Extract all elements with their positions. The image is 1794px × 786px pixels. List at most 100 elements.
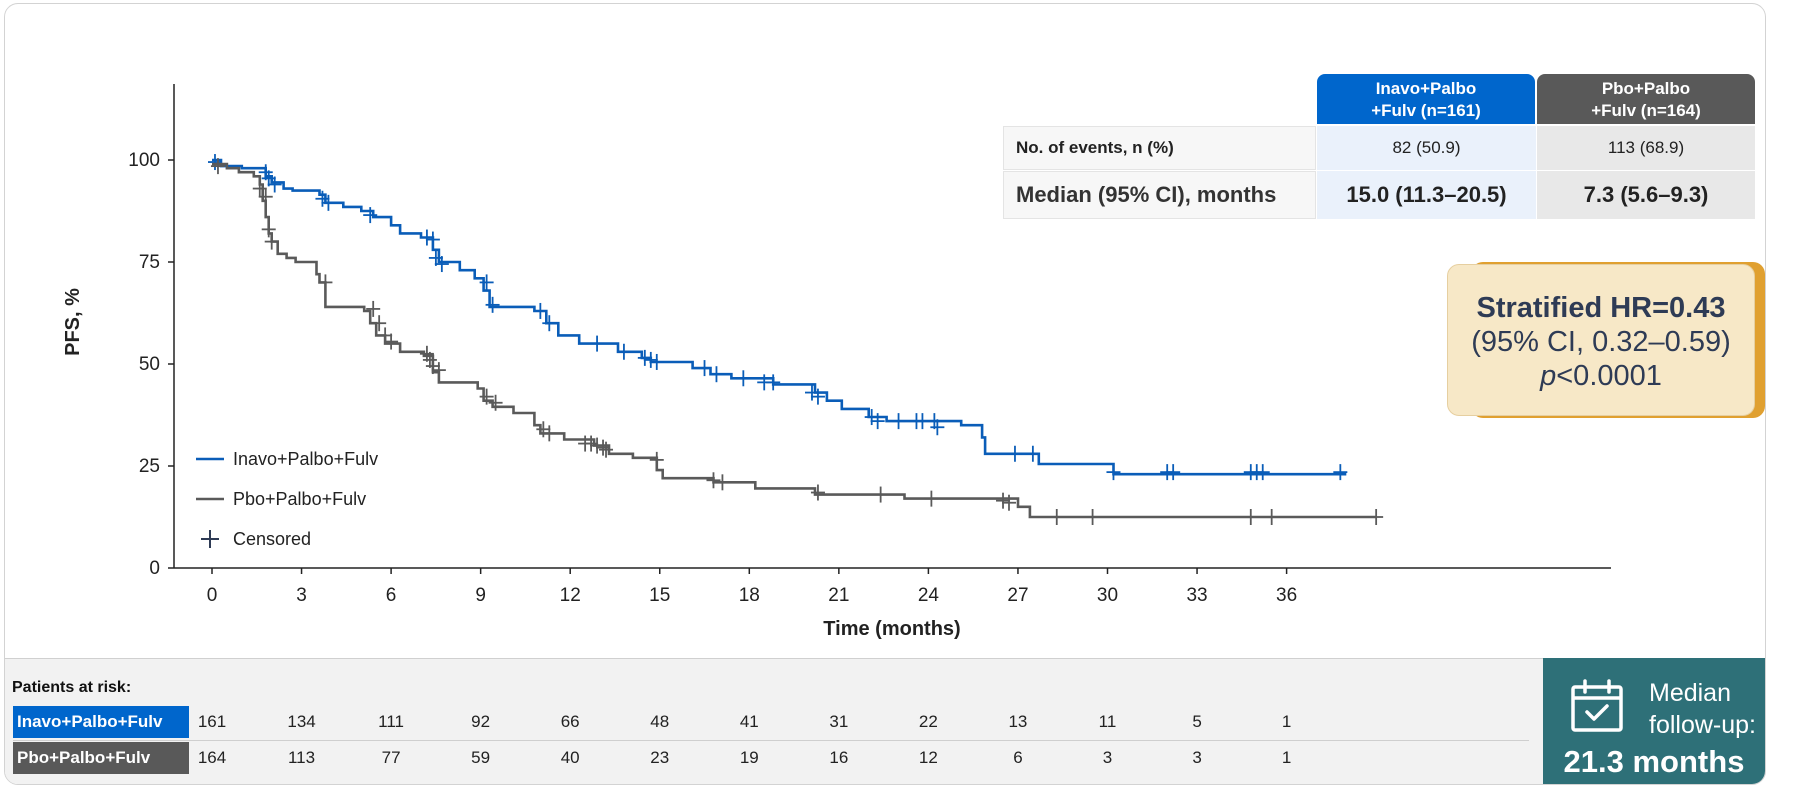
x-tick-label: 18 [739,585,760,606]
censor-mark-inavo [479,274,494,291]
p-symbol: p [1540,360,1557,392]
at-risk-title: Patients at risk: [12,679,132,696]
censor-mark-pbo [649,451,664,468]
censor-mark-inavo [363,207,378,224]
censor-mark-pbo [1049,509,1064,525]
at-risk-value: 77 [381,748,401,767]
censor-mark-inavo [315,190,330,207]
censor-mark-pbo [996,492,1011,509]
hr-pvalue: p<0.0001 [1448,359,1754,393]
x-tick-label: 36 [1276,585,1297,606]
at-risk-value: 48 [650,712,670,731]
median-label: Median (95% CI), months [1003,171,1316,219]
censor-mark-inavo [321,194,336,211]
at-risk-value: 23 [650,748,670,767]
censor-mark-inavo [1106,464,1121,481]
censor-mark-pbo [431,362,446,379]
at-risk-value: 6 [1013,748,1023,767]
censor-mark-pbo [1243,509,1258,525]
censor-mark-inavo [709,366,724,383]
censor-mark-inavo [810,388,825,405]
censor-mark-inavo [1255,464,1270,481]
censor-mark-inavo [804,384,819,401]
followup-label-line2: follow-up: [1649,711,1756,739]
censor-mark-pbo [372,315,387,332]
at-risk-value: 19 [739,748,759,767]
header-inavo: Inavo+Palbo +Fulv (n=161) [1317,74,1535,124]
censor-mark-pbo [810,484,825,501]
censor-mark-inavo [533,302,548,319]
at-risk-value: 11 [1098,712,1117,731]
censor-mark-inavo [425,231,440,248]
p-value: <0.0001 [1556,360,1662,392]
at-risk-value: 13 [1008,712,1028,731]
at-risk-value: 12 [918,748,938,767]
at-risk-row-pbo: 164 113 77 59 40 23 19 16 12 6 3 3 1 [5,742,1543,774]
at-risk-value: 1 [1281,712,1292,731]
x-tick-label: 15 [649,585,670,606]
median-pbo: 7.3 (5.6–9.3) [1537,171,1755,219]
censor-mark-inavo [643,351,658,368]
events-pbo: 113 (68.9) [1537,126,1755,170]
censor-mark-pbo [596,439,611,456]
censor-mark-inavo [1166,464,1181,481]
censor-mark-pbo [479,388,494,405]
censor-mark-pbo [258,188,273,205]
censor-mark-inavo [870,413,885,430]
at-risk-value: 113 [287,748,316,767]
x-tick-label: 0 [207,585,218,606]
censor-mark-inavo [590,335,605,352]
censor-mark-pbo [261,221,276,238]
censor-mark-inavo [1333,464,1348,481]
censor-mark-pbo [1369,509,1384,525]
legend-label: Censored [233,529,311,549]
censor-mark-inavo [930,419,945,436]
x-ticks: 0 3 6 9 12 15 18 21 24 27 30 33 36 [207,568,1297,606]
x-tick-label: 3 [296,585,307,606]
censor-mark-inavo [915,413,930,430]
censor-mark-pbo [590,437,605,454]
censor-mark-pbo [715,474,730,491]
censor-mark-inavo [891,413,906,430]
at-risk-divider [13,740,1529,741]
legend-item: Censored [201,529,311,549]
figure-card: 0 25 50 75 100 0 3 6 9 12 15 18 21 24 27 30 33 36 PFS, %… [4,3,1766,785]
legend-item: Pbo+Palbo+Fulv [196,489,366,509]
at-risk-value: 59 [471,748,491,767]
y-tick-label: 25 [139,456,160,477]
censor-mark-inavo [267,176,282,193]
y-tick-label: 0 [149,558,160,579]
censor-mark-pbo [366,300,381,317]
censor-mark-inavo [434,256,449,273]
at-risk-value: 31 [829,712,849,731]
censor-mark-inavo [207,154,222,171]
events-inavo: 82 (50.9) [1317,126,1536,170]
x-tick-label: 9 [475,585,486,606]
at-risk-value: 40 [560,748,580,767]
censor-mark-pbo [584,435,599,452]
censor-mark-pbo [599,441,614,458]
censor-mark-pbo [318,274,333,291]
y-tick-label: 75 [139,252,160,273]
table-row-median: Median (95% CI), months 15.0 (11.3–20.5)… [1003,171,1755,219]
x-tick-label: 21 [828,585,849,606]
header-inavo-line1: Inavo+Palbo [1375,79,1477,98]
hazard-ratio-box: Stratified HR=0.43 (95% CI, 0.32–0.59) p… [1447,262,1765,418]
followup-value: 21.3 months [1563,744,1745,779]
censor-mark-pbo [536,421,551,438]
censor-mark-pbo [252,180,267,197]
legend: Inavo+Palbo+Fulv Pbo+Palbo+Fulv Censored [196,449,378,549]
censor-mark-pbo [1001,494,1016,511]
censor-mark-pbo [706,472,721,489]
censor-mark-pbo [1085,509,1100,525]
km-curve-inavo [212,158,1347,476]
x-tick-label: 6 [386,585,397,606]
censor-mark-pbo [425,358,440,375]
header-pbo: Pbo+Palbo +Fulv (n=164) [1537,74,1755,124]
at-risk-value: 134 [287,712,316,731]
censor-mark-inavo [419,229,434,246]
censor-mark-inavo [616,343,631,360]
censor-mark-pbo [384,333,399,350]
censor-mark-inavo [485,296,500,313]
header-pbo-line1: Pbo+Palbo [1601,79,1691,98]
